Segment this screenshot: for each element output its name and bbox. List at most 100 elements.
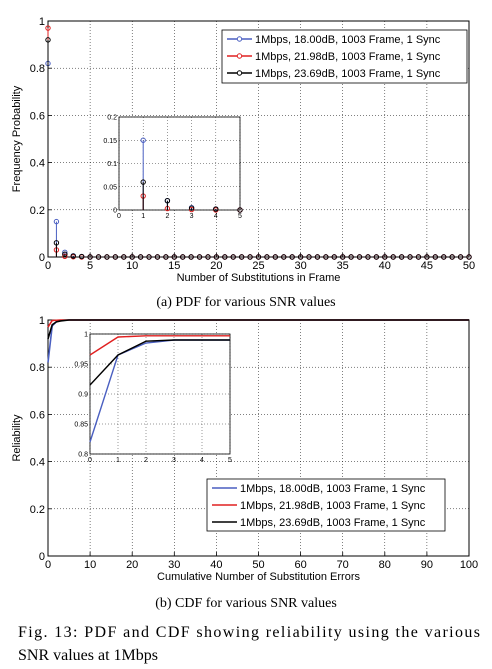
stem-marker xyxy=(112,254,119,260)
stem-marker xyxy=(70,253,76,259)
x-tick-label: 70 xyxy=(337,559,349,571)
stem-marker xyxy=(230,254,236,260)
stem-marker xyxy=(196,254,203,260)
stem-marker xyxy=(323,254,329,260)
inset-series-line xyxy=(89,339,230,386)
stem-marker xyxy=(188,254,194,260)
inset-x-tick-label: 5 xyxy=(238,213,242,220)
figure-caption: Fig. 13: PDF and CDF showing reliability… xyxy=(18,624,480,664)
stem-marker xyxy=(331,254,337,260)
x-tick-label: 40 xyxy=(379,260,391,272)
inset-y-tick-label: 0.85 xyxy=(74,422,88,429)
inset-y-tick-label: 0.1 xyxy=(107,161,117,168)
stem-marker xyxy=(348,254,354,260)
x-tick-label: 10 xyxy=(126,260,138,272)
stem-marker xyxy=(45,25,51,31)
x-tick-label: 45 xyxy=(421,260,433,272)
stem-marker xyxy=(53,218,60,225)
legend-label: 1Mbps, 23.69dB, 1003 Frame, 1 Sync xyxy=(240,517,426,529)
legend-box xyxy=(221,29,468,84)
stem-marker xyxy=(247,254,253,260)
x-tick-label: 35 xyxy=(337,260,349,272)
inset-y-tick-label: 0.95 xyxy=(74,362,88,369)
inset-x-tick-label: 2 xyxy=(144,457,148,464)
stem-marker xyxy=(340,254,346,260)
stem-marker xyxy=(449,254,455,260)
stem-marker xyxy=(373,254,380,260)
legend-label: 1Mbps, 21.98dB, 1003 Frame, 1 Sync xyxy=(240,500,426,512)
inset-x-tick-label: 3 xyxy=(190,213,194,220)
stem-marker xyxy=(466,254,472,260)
series-line xyxy=(47,319,469,340)
stem-marker xyxy=(390,254,396,260)
legend-label: 1Mbps, 21.98dB, 1003 Frame, 1 Sync xyxy=(255,51,441,63)
stem-marker xyxy=(62,253,68,259)
stem-marker xyxy=(163,254,169,260)
stem-marker xyxy=(78,253,85,260)
x-tick-label: 10 xyxy=(84,559,96,571)
stem-marker xyxy=(289,254,295,260)
inset-stem-marker xyxy=(237,207,243,213)
inset-stem-marker xyxy=(140,137,146,143)
figure-caption-line-2: SNR values at 1Mbps xyxy=(18,647,158,664)
panel-b-cdf-chart: 0 10 20 30 40 50 60 70 80 90 10000.20.40.60.81Cumu… xyxy=(11,315,478,583)
stem-marker xyxy=(407,254,413,260)
stem-marker xyxy=(222,254,228,260)
inset-x-tick-label: 1 xyxy=(141,213,145,220)
x-tick-label: 100 xyxy=(460,559,478,571)
y-tick-label: 0.6 xyxy=(30,110,45,122)
inset-series-line xyxy=(89,335,230,356)
stem-marker xyxy=(104,254,110,260)
inset-x-tick-label: 4 xyxy=(200,457,204,464)
inset-stem-marker xyxy=(140,179,146,185)
y-tick-label: 0.2 xyxy=(30,205,45,217)
stem-marker xyxy=(306,254,312,260)
stem-marker xyxy=(95,254,102,260)
y-tick-label: 1 xyxy=(39,16,45,28)
inset-y-tick-label: 1 xyxy=(84,332,88,339)
stem-marker xyxy=(297,254,304,260)
y-tick-label: 0.2 xyxy=(30,504,45,516)
stem-marker xyxy=(382,254,388,260)
stem-marker xyxy=(314,254,321,260)
y-axis-label: Reliability xyxy=(11,414,23,462)
x-tick-label: 5 xyxy=(87,260,93,272)
inset-stem-marker xyxy=(188,205,195,211)
x-axis-label: Number of Substitutions in Frame xyxy=(177,272,341,284)
stem-marker xyxy=(432,254,439,260)
stem-marker xyxy=(255,254,262,260)
inset-box xyxy=(89,333,231,455)
legend-swatch-marker xyxy=(236,70,243,76)
inset-y-tick-label: 0.8 xyxy=(78,452,88,459)
y-axis-label: Frequency Probability xyxy=(11,85,23,192)
x-tick-label: 50 xyxy=(252,559,264,571)
x-tick-label: 0 xyxy=(45,559,51,571)
inset-y-tick-label: 0.9 xyxy=(78,392,88,399)
legend-swatch-marker xyxy=(236,36,243,42)
x-tick-label: 80 xyxy=(379,559,391,571)
legend-label: 1Mbps, 18.00dB, 1003 Frame, 1 Sync xyxy=(255,34,441,46)
legend-label: 1Mbps, 23.69dB, 1003 Frame, 1 Sync xyxy=(255,68,441,80)
panel-b-caption: (b) CDF for various SNR values xyxy=(155,596,337,611)
stem-marker xyxy=(281,254,287,260)
legend-label: 1Mbps, 18.00dB, 1003 Frame, 1 Sync xyxy=(240,483,426,495)
legend-swatch-marker xyxy=(236,53,243,59)
stem-marker xyxy=(129,254,135,260)
x-tick-label: 50 xyxy=(463,260,475,272)
inset-box xyxy=(118,116,241,211)
y-tick-label: 0.8 xyxy=(30,63,45,75)
stem-marker xyxy=(62,251,68,257)
stem-marker xyxy=(356,254,363,260)
x-tick-label: 30 xyxy=(294,260,306,272)
stem-marker xyxy=(171,254,178,260)
stem-marker xyxy=(238,254,245,260)
stem-marker xyxy=(264,254,270,260)
y-tick-label: 0 xyxy=(39,551,45,563)
x-tick-label: 20 xyxy=(210,260,222,272)
stem-marker xyxy=(180,254,186,260)
figure-caption-line-1: Fig. 13: PDF and CDF showing reliability… xyxy=(18,624,480,641)
stem-marker xyxy=(45,37,51,43)
inset-stem-marker xyxy=(213,206,219,212)
inset-y-tick-label: 0.05 xyxy=(103,184,117,191)
